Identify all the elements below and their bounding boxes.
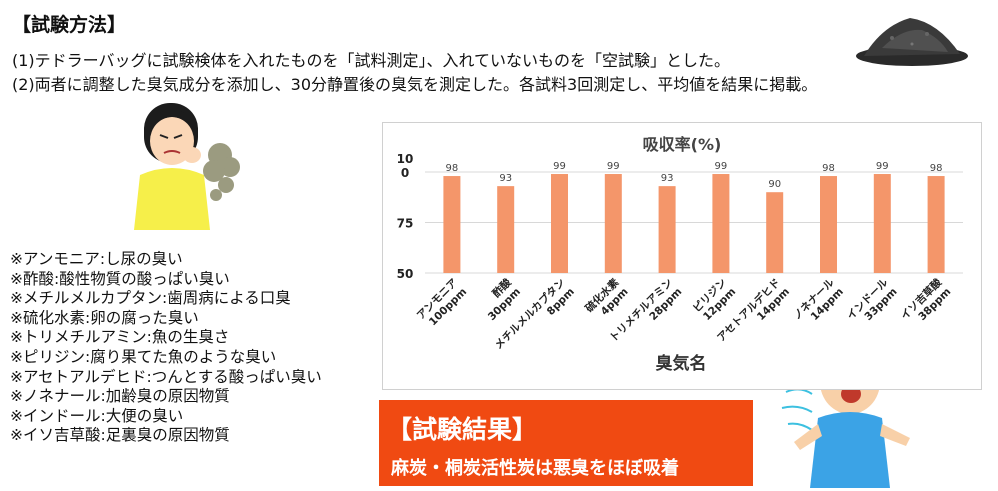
data-label: 98 bbox=[446, 163, 459, 174]
data-label: 98 bbox=[822, 163, 835, 174]
odor-note: ※アセトアルデヒド:つんとする酸っぱい臭い bbox=[10, 367, 322, 386]
bar bbox=[443, 176, 461, 273]
chart-title: 吸収率(%) bbox=[643, 135, 722, 154]
odor-note: ※ノネナール:加齢臭の原因物質 bbox=[10, 387, 230, 406]
bar bbox=[820, 176, 837, 273]
y-tick-label: 10 0 bbox=[397, 152, 414, 180]
odor-notes-list: ※アンモニア:し尿の臭い ※酢酸:酸性物質の酸っぱい臭い ※メチルメルカプタン:… bbox=[10, 250, 322, 446]
bar bbox=[712, 174, 730, 273]
odor-note: ※酢酸:酸性物質の酸っぱい臭い bbox=[10, 269, 230, 288]
odor-note: ※インドール:大便の臭い bbox=[10, 406, 184, 425]
charcoal-powder-icon bbox=[856, 18, 968, 66]
odor-note: ※メチルメルカプタン:歯周病による口臭 bbox=[10, 289, 291, 308]
absorption-chart: 吸収率(%) 50 75 10 0 98 アンモニア 100ppm 93 酢酸 30ppm 99 メチル… bbox=[382, 122, 982, 390]
odor-note: ※イソ吉草酸:足裏臭の原因物質 bbox=[10, 426, 230, 445]
bar bbox=[927, 176, 945, 273]
bar bbox=[873, 174, 891, 273]
data-label: 99 bbox=[715, 161, 728, 172]
odor-note: ※トリメチルアミン:魚の生臭さ bbox=[10, 328, 230, 347]
data-label: 93 bbox=[661, 173, 674, 184]
bar bbox=[658, 186, 676, 273]
y-tick-label: 75 bbox=[397, 217, 414, 231]
data-label: 99 bbox=[607, 161, 620, 172]
bar bbox=[551, 174, 568, 273]
data-label: 99 bbox=[553, 161, 566, 172]
odor-note: ※ピリジン:腐り果てた魚のような臭い bbox=[10, 347, 277, 366]
data-label: 99 bbox=[876, 161, 889, 172]
bar bbox=[497, 186, 515, 273]
result-title: 【試験結果】 bbox=[387, 415, 538, 444]
data-label: 98 bbox=[930, 163, 943, 174]
data-label: 90 bbox=[768, 179, 781, 190]
bar bbox=[766, 192, 784, 273]
woman-bad-smell-icon bbox=[134, 103, 240, 230]
section-heading: 【試験方法】 bbox=[12, 14, 127, 36]
odor-note: ※アンモニア:し尿の臭い bbox=[10, 250, 183, 268]
method-line-2: (2)両者に調整した臭気成分を添加し、30分静置後の臭気を測定した。各試料3回測… bbox=[12, 75, 818, 94]
data-label: 93 bbox=[499, 173, 512, 184]
x-axis-label: 臭気名 bbox=[656, 353, 707, 374]
y-tick-label: 50 bbox=[397, 267, 414, 281]
result-box: 【試験結果】 麻炭・桐炭活性炭は悪臭をほぼ吸着 bbox=[379, 400, 753, 486]
result-text: 麻炭・桐炭活性炭は悪臭をほぼ吸着 bbox=[391, 458, 679, 479]
odor-note: ※硫化水素:卵の腐った臭い bbox=[10, 308, 199, 327]
bar bbox=[604, 174, 622, 273]
method-line-1: (1)テドラーバッグに試験検体を入れたものを「試料測定」、入れていないものを「空… bbox=[12, 51, 731, 70]
